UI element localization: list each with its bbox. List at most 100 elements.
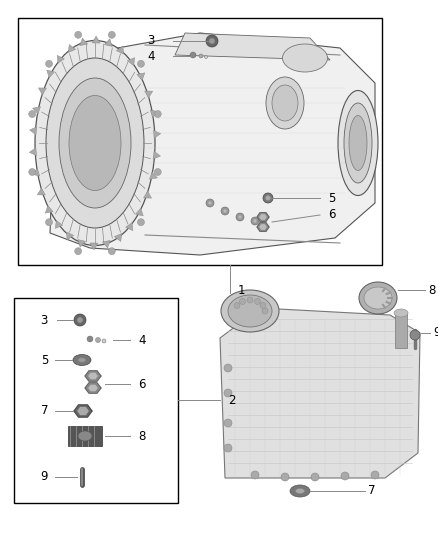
Circle shape xyxy=(206,199,214,207)
Polygon shape xyxy=(74,405,92,417)
Polygon shape xyxy=(126,223,133,231)
Polygon shape xyxy=(29,148,37,156)
Text: 6: 6 xyxy=(328,208,336,222)
Circle shape xyxy=(224,419,232,427)
Polygon shape xyxy=(80,38,88,46)
Polygon shape xyxy=(127,58,135,66)
Circle shape xyxy=(224,444,232,452)
Circle shape xyxy=(223,209,227,213)
Polygon shape xyxy=(47,70,55,78)
Polygon shape xyxy=(92,36,100,43)
Polygon shape xyxy=(153,130,161,138)
Ellipse shape xyxy=(338,91,378,196)
Circle shape xyxy=(371,471,379,479)
Ellipse shape xyxy=(290,485,310,497)
Circle shape xyxy=(236,213,244,221)
Circle shape xyxy=(221,207,229,215)
Polygon shape xyxy=(150,110,158,118)
Circle shape xyxy=(208,201,212,205)
Circle shape xyxy=(410,330,420,340)
Polygon shape xyxy=(78,239,85,247)
Circle shape xyxy=(77,317,83,323)
Polygon shape xyxy=(102,240,110,248)
Circle shape xyxy=(138,219,145,225)
Text: 7: 7 xyxy=(40,405,48,417)
Circle shape xyxy=(74,248,81,255)
Polygon shape xyxy=(39,88,46,95)
Ellipse shape xyxy=(296,489,304,494)
Ellipse shape xyxy=(359,282,397,314)
Ellipse shape xyxy=(266,77,304,129)
Ellipse shape xyxy=(78,358,86,362)
Polygon shape xyxy=(117,46,124,54)
Text: 9: 9 xyxy=(40,471,48,483)
Circle shape xyxy=(199,54,203,58)
Ellipse shape xyxy=(272,85,298,121)
Circle shape xyxy=(209,38,215,44)
Circle shape xyxy=(102,339,106,343)
Circle shape xyxy=(281,473,289,481)
Ellipse shape xyxy=(394,309,408,317)
Circle shape xyxy=(138,60,145,67)
Ellipse shape xyxy=(283,44,328,72)
Circle shape xyxy=(240,298,246,304)
Circle shape xyxy=(253,219,257,223)
Circle shape xyxy=(263,193,273,203)
Text: 4: 4 xyxy=(148,50,155,62)
Circle shape xyxy=(190,52,196,58)
Polygon shape xyxy=(89,385,97,391)
Polygon shape xyxy=(149,172,157,179)
Circle shape xyxy=(46,219,53,225)
Circle shape xyxy=(29,110,36,117)
Ellipse shape xyxy=(59,78,131,208)
Text: 4: 4 xyxy=(138,334,145,346)
Polygon shape xyxy=(55,221,63,229)
Circle shape xyxy=(238,215,242,219)
Ellipse shape xyxy=(69,95,121,190)
Ellipse shape xyxy=(46,58,144,228)
Polygon shape xyxy=(220,308,420,478)
Ellipse shape xyxy=(221,290,279,332)
Polygon shape xyxy=(50,33,375,255)
Circle shape xyxy=(262,308,268,314)
Text: 2: 2 xyxy=(228,393,236,407)
Circle shape xyxy=(154,110,161,117)
Polygon shape xyxy=(144,191,152,198)
Text: 9: 9 xyxy=(433,327,438,340)
Circle shape xyxy=(108,248,115,255)
Circle shape xyxy=(251,217,259,225)
Circle shape xyxy=(341,472,349,480)
Polygon shape xyxy=(89,374,97,378)
Polygon shape xyxy=(85,371,101,381)
Circle shape xyxy=(205,55,208,59)
Polygon shape xyxy=(32,168,40,176)
Circle shape xyxy=(206,35,218,47)
Polygon shape xyxy=(78,408,88,415)
Polygon shape xyxy=(29,127,37,135)
Polygon shape xyxy=(137,73,145,80)
Polygon shape xyxy=(68,45,76,53)
Polygon shape xyxy=(67,232,74,240)
Polygon shape xyxy=(85,383,101,393)
Bar xyxy=(14,298,178,503)
Text: 6: 6 xyxy=(138,377,145,391)
Text: 3: 3 xyxy=(148,35,155,47)
Text: 5: 5 xyxy=(328,191,336,205)
Polygon shape xyxy=(175,33,330,60)
Polygon shape xyxy=(257,213,269,221)
Bar xyxy=(18,18,382,265)
Text: 7: 7 xyxy=(368,484,375,497)
Circle shape xyxy=(87,336,93,342)
Polygon shape xyxy=(104,39,112,46)
Circle shape xyxy=(254,298,261,304)
Ellipse shape xyxy=(349,116,367,171)
Polygon shape xyxy=(145,91,153,98)
Polygon shape xyxy=(135,208,143,216)
Circle shape xyxy=(251,471,259,479)
Bar xyxy=(68,426,102,446)
Polygon shape xyxy=(257,223,269,231)
Circle shape xyxy=(247,297,253,303)
Circle shape xyxy=(46,60,53,67)
Circle shape xyxy=(154,168,161,175)
Polygon shape xyxy=(260,215,266,219)
